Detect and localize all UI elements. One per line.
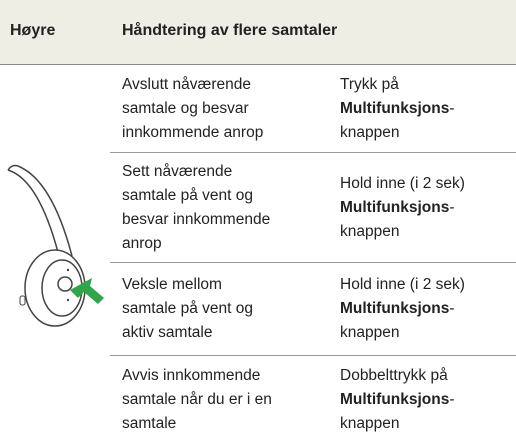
gesture-cell: Hold inne (i 2 sek) Multifunksjons-knappe… [340,263,516,355]
action-cell: Avslutt nåværende samtale og besvar innkom… [110,65,340,152]
gesture-tail: knappen [340,324,400,341]
action-line: innkommende anrop [122,123,264,141]
gesture-cell: Trykk på Multifunksjons-knappen [340,65,516,152]
hyphen: - [449,391,455,408]
button-name: Multifunksjons [340,198,450,216]
action-line: samtale [122,415,177,432]
gesture-button-line: Multifunksjons- [340,196,516,220]
gesture-tail: knappen [340,222,400,240]
gesture-tail: knappen [340,415,400,432]
gesture-button-line: Multifunksjons- [340,97,516,121]
action-line: Avvis innkommende [122,367,261,384]
table-row: Avvis innkommende samtale når du er i en s… [110,356,516,444]
action-cell: Veksle mellom samtale på vent og aktiv sam… [110,263,340,355]
button-name: Multifunksjons [340,300,450,317]
action-line: Avslutt nåværende [122,75,251,93]
action-line: Veksle mellom [122,276,222,293]
table-row: Veksle mellom samtale på vent og aktiv sam… [110,263,516,356]
gesture-lead: Hold inne (i 2 sek) [340,276,465,293]
button-name: Multifunksjons [340,391,450,408]
side-header: Høyre [10,22,56,39]
action-line: samtale på vent og [122,300,253,317]
hyphen: - [449,198,455,216]
action-cell: Sett nåværende samtale på vent og besvar i… [110,153,340,262]
action-cell: Avvis innkommende samtale når du er i en s… [110,356,340,444]
action-line: Sett nåværende [122,162,233,180]
title-header: Håndtering av flere samtaler [122,22,338,39]
action-line: besvar innkommende [122,210,271,228]
gesture-button-line: Multifunksjons- [340,297,516,321]
gesture-lead: Dobbelttrykk på [340,367,448,384]
action-line: samtale når du er i en [122,391,272,408]
action-line: aktiv samtale [122,324,213,341]
table-row: Sett nåværende samtale på vent og besvar i… [110,153,516,263]
button-name: Multifunksjons [340,99,450,117]
hyphen: - [449,99,455,117]
gesture-lead: Hold inne (i 2 sek) [340,174,465,192]
table-header: Høyre Håndtering av flere samtaler [0,0,516,65]
action-line: samtale på vent og [122,186,253,204]
table-row: Avslutt nåværende samtale og besvar innkom… [110,65,516,153]
headset-illustration [7,164,104,327]
gesture-button-line: Multifunksjons- [340,388,516,412]
gesture-lead: Trykk på [340,75,399,93]
gesture-cell: Hold inne (i 2 sek) Multifunksjons-knappe… [340,153,516,262]
hyphen: - [449,300,455,317]
action-line: samtale og besvar [122,99,249,117]
action-line: anrop [122,234,162,252]
gesture-tail: knappen [340,123,400,141]
gesture-cell: Dobbelttrykk på Multifunksjons-knappen [340,356,516,444]
